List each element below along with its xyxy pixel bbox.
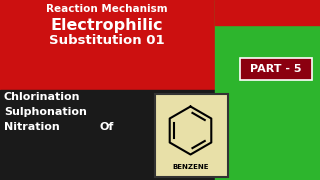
Text: BENZENE: BENZENE — [172, 164, 209, 170]
Text: Substitution 01: Substitution 01 — [49, 34, 165, 47]
Text: Nitration: Nitration — [4, 122, 60, 132]
Bar — [240, 58, 312, 80]
Bar — [0, 90, 320, 180]
Text: Reaction Mechanism: Reaction Mechanism — [46, 4, 168, 14]
Text: Sulphonation: Sulphonation — [4, 107, 87, 117]
Text: Chlorination: Chlorination — [4, 92, 81, 102]
Bar — [215, 0, 320, 180]
Text: Electrophilic: Electrophilic — [51, 18, 163, 33]
Bar — [0, 0, 320, 90]
Bar — [215, 0, 320, 25]
Bar — [155, 94, 228, 177]
Text: Of: Of — [100, 122, 114, 132]
Text: PART - 5: PART - 5 — [250, 64, 302, 74]
